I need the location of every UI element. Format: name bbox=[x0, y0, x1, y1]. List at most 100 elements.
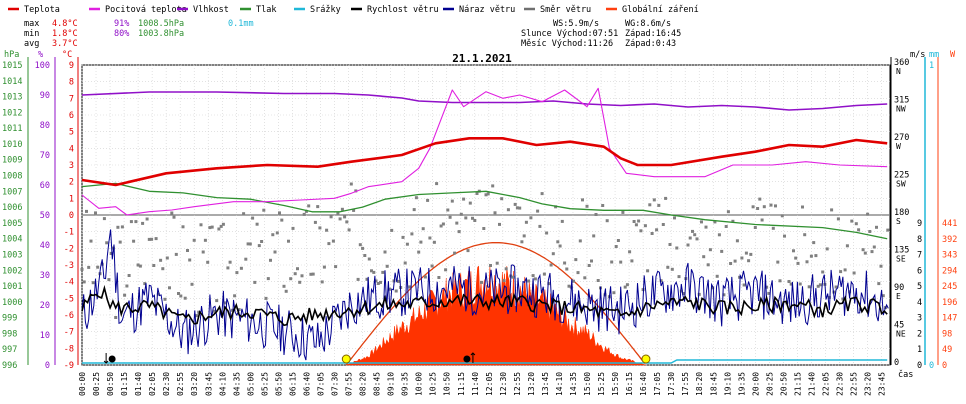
wind-direction-point bbox=[695, 237, 699, 241]
time-tick-label: 13:20 bbox=[527, 372, 536, 396]
time-tick-label: 22:55 bbox=[850, 372, 859, 396]
stats-rain: 0.1mm bbox=[228, 19, 254, 29]
wind-direction-point bbox=[796, 261, 800, 265]
wind-direction-point bbox=[794, 256, 798, 260]
legend-label: Teplota bbox=[24, 5, 60, 15]
wind-direction-point bbox=[374, 279, 378, 283]
wind-direction-point bbox=[872, 245, 876, 249]
w-tick-label: 245 bbox=[942, 282, 957, 292]
wind-direction-point bbox=[114, 316, 118, 319]
c-tick-label: -1 bbox=[64, 228, 74, 238]
time-tick-label: 22:05 bbox=[821, 372, 830, 396]
wind-direction-point bbox=[720, 249, 724, 253]
wind-direction-point bbox=[127, 274, 131, 277]
wind-direction-point bbox=[188, 258, 192, 262]
wind-direction-point bbox=[708, 248, 712, 252]
wind-direction-point bbox=[219, 224, 223, 228]
wind-direction-point bbox=[278, 211, 281, 215]
wind-direction-point bbox=[253, 280, 257, 284]
wind-direction-point bbox=[327, 242, 331, 246]
time-tick-label: 00:25 bbox=[92, 372, 101, 396]
wind-direction-point bbox=[235, 271, 239, 275]
wind-direction-point bbox=[183, 296, 187, 300]
summary-moonset: Západ:0:43 bbox=[625, 39, 676, 49]
wind-direction-point bbox=[338, 217, 342, 221]
wind-direction-point bbox=[576, 271, 580, 275]
wind-direction-point bbox=[228, 260, 232, 264]
wind-direction-point bbox=[522, 234, 526, 238]
summary-wind-speed: WS:5.9m/s bbox=[553, 19, 599, 29]
time-tick-label: 02:30 bbox=[162, 372, 171, 396]
wind-direction-point bbox=[875, 225, 878, 229]
wind-direction-point bbox=[857, 228, 861, 232]
wind-direction-point bbox=[498, 222, 501, 226]
summary-moonrise: Měsíc Východ:11:26 bbox=[521, 39, 613, 49]
wind-direction-point bbox=[179, 294, 183, 298]
wind-direction-point bbox=[352, 208, 356, 212]
wind-direction-point bbox=[143, 282, 147, 286]
time-tick-label: 12:30 bbox=[499, 372, 508, 396]
c-tick-label: -8 bbox=[64, 344, 74, 354]
w-tick-label: 147 bbox=[942, 314, 957, 324]
stats-min-temp: 1.8°C bbox=[52, 29, 78, 39]
wind-direction-point bbox=[136, 263, 140, 267]
wind-direction-point bbox=[385, 264, 389, 268]
wind-direction-point bbox=[682, 292, 685, 295]
pressure-line bbox=[81, 182, 888, 240]
wind-direction-point bbox=[596, 279, 600, 282]
wind-direction-point bbox=[246, 242, 250, 246]
wind-direction-point bbox=[870, 250, 874, 254]
wind-direction-point bbox=[560, 219, 564, 223]
wind-direction-point bbox=[174, 252, 178, 256]
hpa-tick-label: 1015 bbox=[2, 61, 22, 71]
sunset-icon bbox=[641, 354, 651, 364]
pct-tick-label: 90 bbox=[40, 91, 50, 101]
wind-direction-point bbox=[520, 240, 524, 244]
wind-direction-point bbox=[354, 189, 358, 193]
time-tick-label: 10:50 bbox=[443, 372, 452, 396]
pct-tick-label: 50 bbox=[40, 211, 50, 221]
wind-direction-point bbox=[601, 204, 605, 207]
wind-direction-point bbox=[493, 211, 497, 215]
w-tick-label: 441 bbox=[942, 219, 957, 229]
ms-tick-label: 2 bbox=[917, 329, 922, 339]
wind-direction-point bbox=[473, 219, 477, 222]
wind-direction-point bbox=[852, 271, 856, 275]
time-tick-label: 00:00 bbox=[78, 372, 87, 396]
wind-direction-point bbox=[845, 244, 849, 248]
wind-direction-point bbox=[504, 267, 508, 271]
wind-direction-point bbox=[125, 284, 129, 288]
wind-direction-point bbox=[637, 219, 641, 223]
wind-direction-point bbox=[733, 259, 737, 263]
chart-title: 21.1.2021 bbox=[452, 52, 512, 65]
time-tick-label: 19:35 bbox=[737, 372, 746, 396]
wind-direction-point bbox=[410, 232, 414, 236]
wind-direction-point bbox=[304, 209, 308, 213]
wind-direction-point bbox=[861, 248, 865, 252]
wind-direction-point bbox=[702, 255, 706, 259]
wind-direction-point bbox=[774, 204, 777, 208]
wind-direction-point bbox=[789, 282, 793, 286]
stats-max-temp: 4.8°C bbox=[52, 19, 78, 29]
ms-tick-label: 8 bbox=[917, 235, 922, 245]
stats-avg-label: avg bbox=[24, 39, 39, 49]
w-tick-label: 392 bbox=[942, 235, 957, 245]
mm-tick-label: 0 bbox=[929, 361, 934, 371]
wind-direction-point bbox=[711, 286, 715, 290]
wind-direction-point bbox=[542, 272, 546, 276]
wind-direction-point bbox=[563, 261, 567, 265]
wind-direction-point bbox=[376, 282, 380, 285]
time-tick-label: 12:55 bbox=[513, 372, 522, 396]
wind-direction-point bbox=[572, 279, 575, 283]
wind-direction-point bbox=[518, 206, 522, 210]
wind-direction-point bbox=[807, 285, 811, 289]
wind-direction-point bbox=[417, 250, 421, 254]
wind-direction-point bbox=[226, 266, 230, 270]
wind-direction-point bbox=[401, 235, 405, 239]
ms-tick-label: 1 bbox=[917, 345, 922, 355]
wind-direction-point bbox=[886, 228, 890, 232]
time-tick-label: 15:25 bbox=[597, 372, 606, 396]
wind-direction-point bbox=[311, 272, 315, 276]
